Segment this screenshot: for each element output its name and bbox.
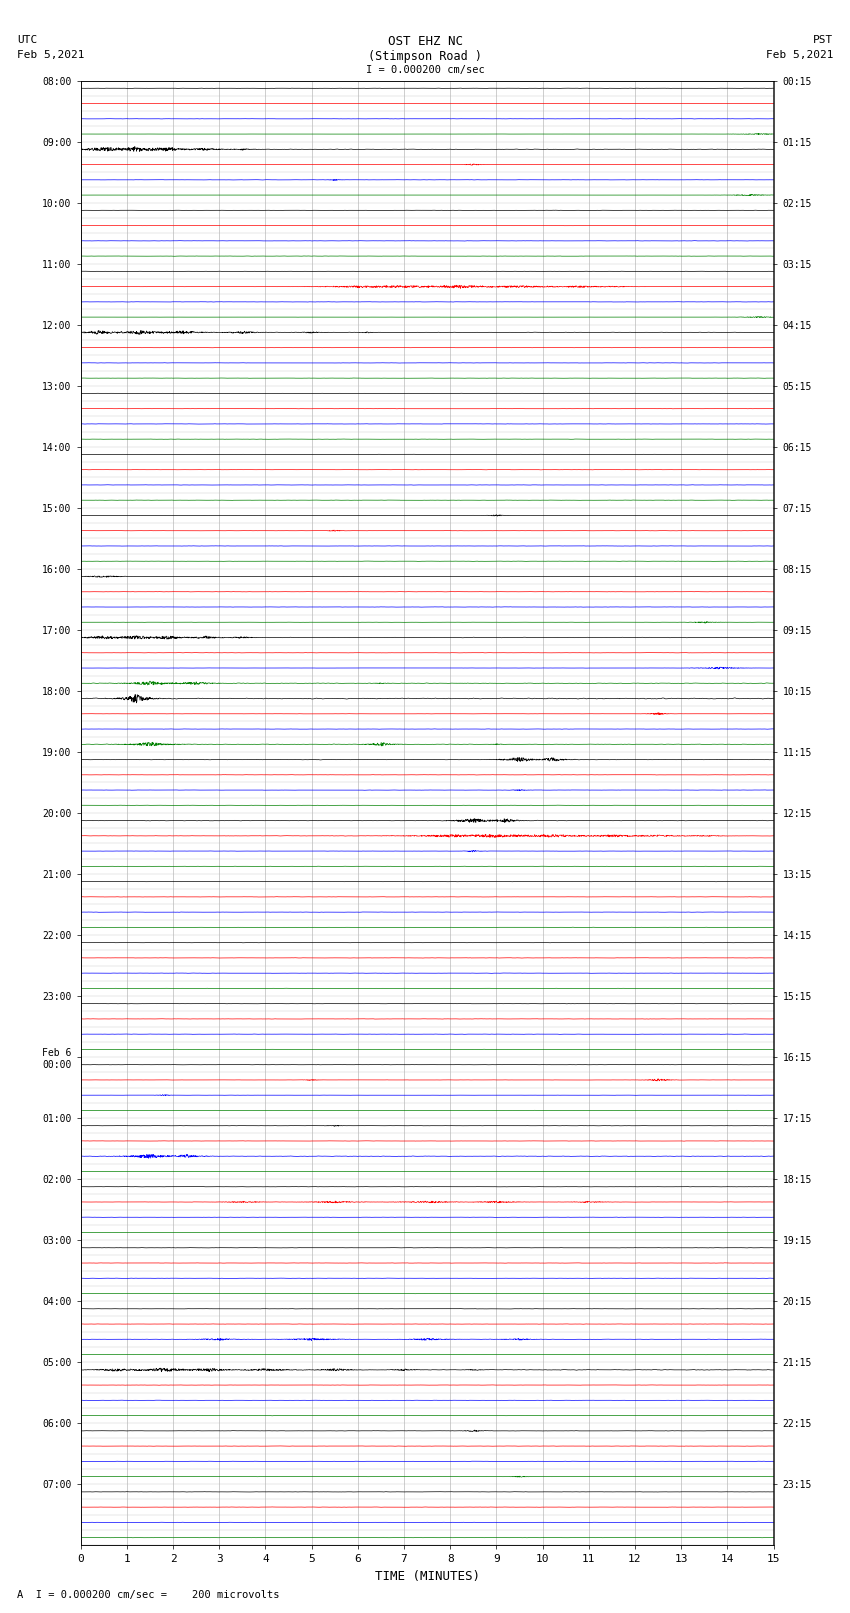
Text: PST: PST [813,35,833,45]
Text: Feb 5,2021: Feb 5,2021 [766,50,833,60]
Text: (Stimpson Road ): (Stimpson Road ) [368,50,482,63]
X-axis label: TIME (MINUTES): TIME (MINUTES) [375,1569,479,1582]
Text: OST EHZ NC: OST EHZ NC [388,35,462,48]
Text: UTC: UTC [17,35,37,45]
Text: A  I = 0.000200 cm/sec =    200 microvolts: A I = 0.000200 cm/sec = 200 microvolts [17,1590,280,1600]
Text: Feb 5,2021: Feb 5,2021 [17,50,84,60]
Text: I = 0.000200 cm/sec: I = 0.000200 cm/sec [366,65,484,74]
